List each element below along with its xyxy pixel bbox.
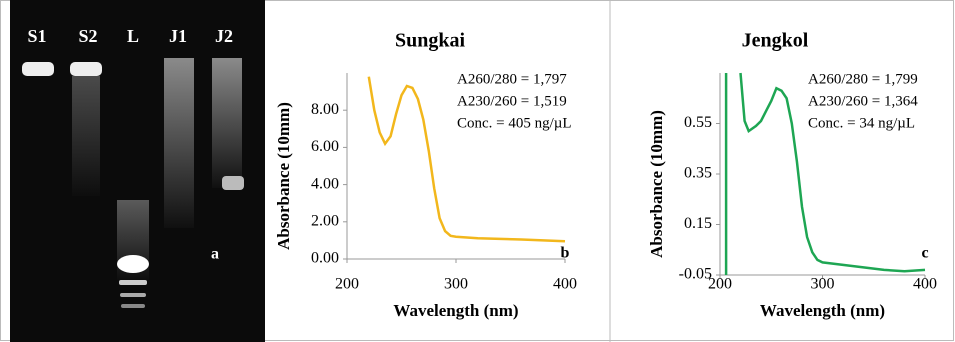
y-tick-label: -0.05 [679, 266, 712, 283]
band [70, 62, 102, 76]
panel-label: a [211, 246, 219, 263]
chart-title: Sungkai [395, 30, 465, 52]
y-tick-label: 8.00 [311, 101, 339, 118]
band [22, 62, 54, 76]
panel-label: b [561, 245, 570, 262]
y-tick-label: 0.00 [311, 250, 339, 267]
band [119, 280, 147, 285]
x-axis-title: Wavelength (nm) [393, 301, 518, 320]
x-tick-label: 400 [553, 276, 577, 293]
smear [212, 58, 242, 188]
band [222, 176, 244, 190]
figure: S1 S2 L J1 J2 a Sungkai 0.00 2.00 4.00 6.00 8.00 2… [0, 0, 955, 342]
annotation: A230/260 = 1,519 [457, 93, 567, 109]
y-axis-title: Absorbance (10mm) [274, 102, 293, 250]
band [121, 304, 145, 308]
y-tick-label: 0.55 [684, 114, 712, 131]
x-tick-label: 300 [811, 276, 835, 293]
panel-label: c [921, 245, 928, 262]
x-tick-label: 400 [913, 276, 937, 293]
annotation: Conc. = 405 ng/µL [457, 115, 572, 131]
band [120, 293, 146, 297]
y-tick-label: 4.00 [311, 175, 339, 192]
lane-label: S1 [27, 26, 46, 46]
x-tick-label: 200 [708, 276, 732, 293]
y-tick-label: 0.15 [684, 215, 712, 232]
annotation: A260/280 = 1,797 [457, 71, 567, 87]
chart-title: Jengkol [742, 30, 809, 52]
lane-label: S2 [78, 26, 97, 46]
band [117, 255, 149, 273]
y-tick-label: 6.00 [311, 138, 339, 155]
lane-label: J1 [169, 26, 187, 46]
y-tick-label: 2.00 [311, 212, 339, 229]
smear [164, 58, 194, 228]
y-axis-title: Absorbance (10mm) [647, 110, 666, 258]
annotation: Conc. = 34 ng/µL [808, 115, 915, 131]
gel: S1 S2 L J1 J2 a [10, 0, 265, 342]
y-tick-label: 0.35 [684, 165, 712, 182]
lane-label: J2 [215, 26, 233, 46]
x-tick-label: 300 [444, 276, 468, 293]
smear [72, 76, 100, 196]
lane-label: L [127, 26, 139, 46]
annotation: A230/260 = 1,364 [808, 93, 918, 109]
x-axis-title: Wavelength (nm) [760, 301, 885, 320]
annotation: A260/280 = 1,799 [808, 71, 918, 87]
x-tick-label: 200 [335, 276, 359, 293]
